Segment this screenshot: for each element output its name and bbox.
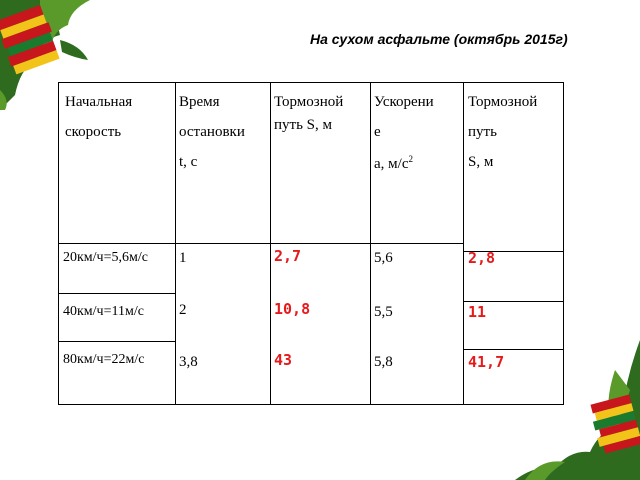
cell-distance: 10,8: [274, 300, 311, 318]
row-divider: [270, 243, 370, 244]
header-acceleration: Ускорени е а, м/с2: [374, 94, 434, 172]
cell-speed: 80км/ч=22м/с: [63, 352, 145, 367]
row-divider: [59, 341, 175, 342]
row-divider: [463, 301, 563, 302]
cell-distance-2: 11: [468, 303, 487, 321]
row-divider: [463, 349, 563, 350]
col-divider: [463, 83, 464, 404]
header-braking-distance: Тормозной путь S, м: [274, 94, 344, 133]
header-initial-speed: Начальная скорость: [65, 94, 133, 140]
cell-time: 3,8: [179, 354, 198, 370]
header-stop-time: Время остановки t, c: [179, 94, 245, 170]
cell-time: 2: [179, 302, 187, 318]
cell-time: 1: [179, 250, 187, 266]
cell-distance-2: 2,8: [468, 249, 496, 267]
cell-distance-2: 41,7: [468, 353, 505, 371]
row-divider: [463, 251, 563, 252]
row-divider: [59, 293, 175, 294]
header-braking-distance-2: Тормозной путь S, м: [468, 94, 538, 170]
cell-distance: 2,7: [274, 247, 302, 265]
row-divider: [370, 243, 463, 244]
books-decoration-top-left: [0, 0, 90, 110]
page-title: На сухом асфальте (октябрь 2015г): [310, 31, 568, 47]
row-divider: [175, 243, 270, 244]
cell-accel: 5,6: [374, 250, 393, 266]
row-divider: [59, 243, 175, 244]
cell-distance: 43: [274, 351, 293, 369]
cell-accel: 5,8: [374, 354, 393, 370]
books-decoration-bottom-right: [515, 340, 640, 480]
braking-table: Начальная скорость Время остановки t, c …: [58, 82, 564, 405]
cell-speed: 40км/ч=11м/с: [63, 304, 144, 319]
cell-accel: 5,5: [374, 304, 393, 320]
cell-speed: 20км/ч=5,6м/с: [63, 250, 148, 265]
